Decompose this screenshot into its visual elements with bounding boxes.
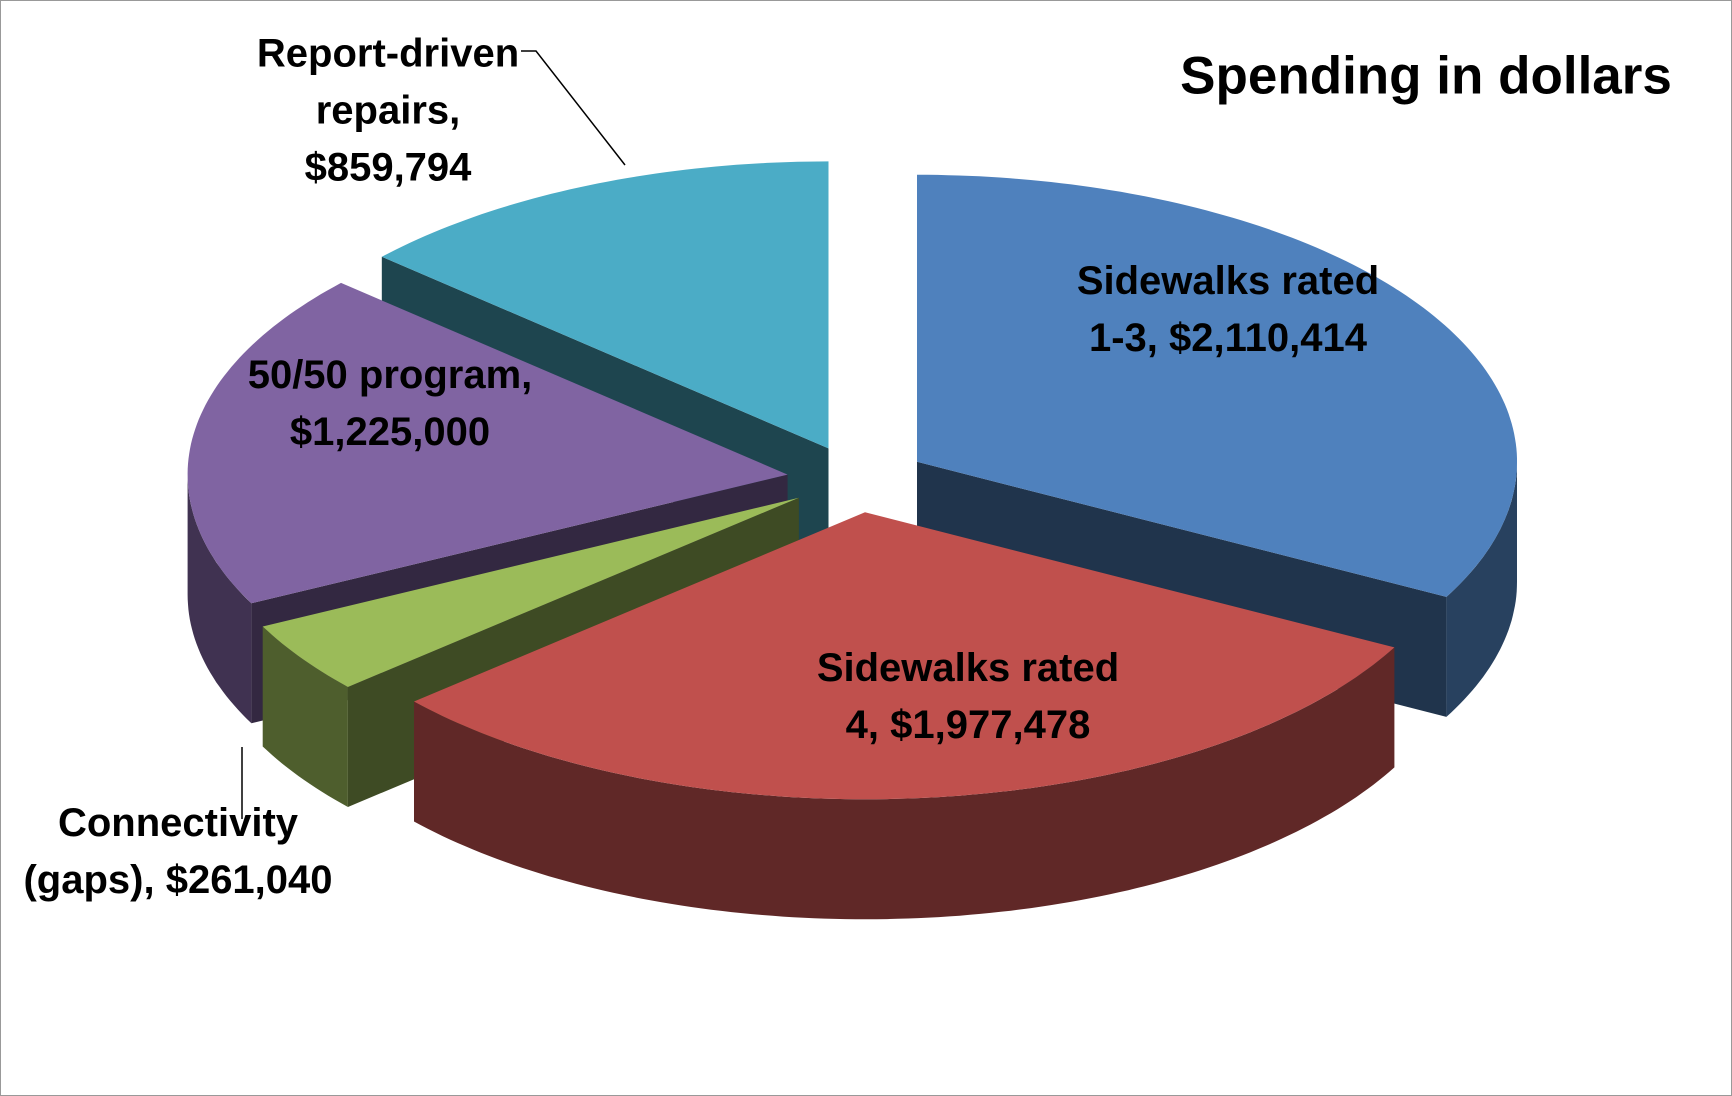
data-label: Sidewalks rated 1-3, $2,110,414 <box>1076 259 1380 360</box>
slice <box>414 512 1395 920</box>
slice-top <box>917 174 1517 597</box>
slice-wall <box>262 626 348 807</box>
leader-line <box>521 50 626 166</box>
slice-wall <box>1446 461 1517 717</box>
slice-wall <box>414 647 1395 920</box>
slice-top <box>381 161 829 449</box>
slice-top <box>262 497 799 687</box>
data-label: Connectivity (gaps), $261,040 <box>23 801 333 902</box>
data-label: 50/50 program, $1,225,000 <box>247 353 533 454</box>
data-label: Sidewalks rated 4, $1,977,478 <box>816 646 1120 747</box>
slice-top <box>414 512 1395 800</box>
slice-wall <box>187 474 252 724</box>
chart-title: Spending in dollars <box>1180 46 1672 106</box>
slice-top <box>187 282 788 604</box>
data-label: Report-driven repairs, $859,794 <box>256 31 520 190</box>
